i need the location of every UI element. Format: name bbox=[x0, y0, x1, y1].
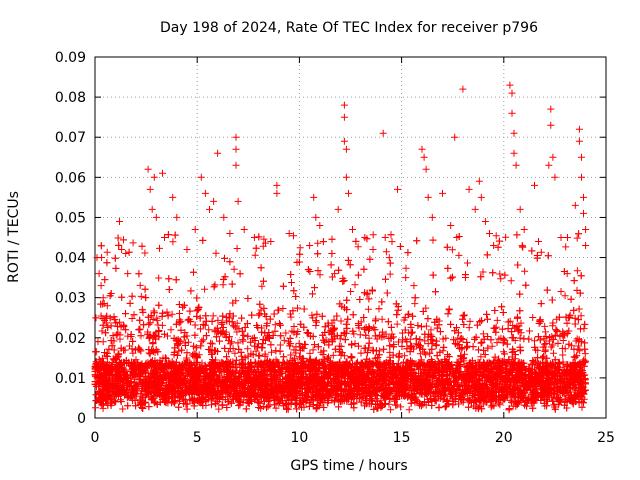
data-point bbox=[215, 405, 223, 413]
data-point bbox=[129, 239, 137, 247]
data-point bbox=[336, 335, 344, 343]
data-point bbox=[559, 337, 567, 344]
data-point bbox=[455, 251, 463, 259]
data-point bbox=[354, 243, 362, 251]
data-point bbox=[347, 288, 355, 295]
data-point bbox=[155, 274, 163, 282]
data-point bbox=[464, 259, 471, 267]
data-point bbox=[258, 282, 266, 290]
data-point bbox=[529, 314, 537, 321]
data-point bbox=[405, 406, 413, 414]
data-point bbox=[386, 270, 394, 278]
data-point bbox=[387, 406, 395, 414]
data-point bbox=[531, 337, 538, 345]
data-point bbox=[479, 330, 487, 338]
data-point bbox=[341, 330, 349, 338]
data-point bbox=[561, 292, 569, 300]
data-point bbox=[230, 265, 238, 273]
data-point bbox=[214, 316, 222, 324]
data-point bbox=[465, 324, 473, 332]
data-point bbox=[411, 300, 419, 308]
data-point bbox=[168, 310, 176, 318]
data-point bbox=[282, 329, 290, 337]
data-point bbox=[201, 285, 209, 293]
data-point bbox=[209, 312, 217, 320]
data-point bbox=[492, 232, 500, 240]
data-point bbox=[517, 319, 525, 327]
data-point bbox=[313, 318, 320, 326]
data-point bbox=[225, 348, 233, 356]
data-point bbox=[156, 244, 163, 252]
data-point bbox=[388, 238, 396, 246]
data-point bbox=[562, 243, 570, 251]
data-point bbox=[309, 346, 317, 354]
data-point bbox=[496, 270, 504, 278]
data-point bbox=[559, 351, 567, 359]
data-point bbox=[233, 319, 241, 327]
data-point bbox=[244, 345, 252, 353]
data-point bbox=[92, 404, 99, 412]
data-point bbox=[280, 336, 288, 344]
data-point bbox=[541, 322, 549, 330]
chart-title: Day 198 of 2024, Rate Of TEC Index for r… bbox=[160, 20, 538, 36]
data-point bbox=[502, 233, 510, 241]
data-point bbox=[439, 347, 447, 355]
data-point bbox=[136, 281, 144, 289]
data-point bbox=[488, 342, 496, 350]
data-point bbox=[308, 311, 316, 319]
axes bbox=[94, 56, 607, 419]
data-point bbox=[364, 305, 372, 313]
data-point bbox=[128, 315, 136, 322]
data-point bbox=[276, 341, 284, 349]
data-point bbox=[290, 232, 297, 240]
data-point bbox=[285, 338, 292, 346]
data-point bbox=[295, 339, 303, 347]
data-point bbox=[541, 328, 549, 336]
data-point bbox=[119, 405, 127, 413]
data-point bbox=[402, 264, 410, 272]
data-point bbox=[507, 277, 515, 285]
plot-frame bbox=[94, 56, 607, 419]
data-point bbox=[576, 347, 584, 355]
data-points bbox=[91, 81, 590, 414]
data-point bbox=[233, 245, 241, 252]
data-point bbox=[573, 267, 581, 275]
data-point bbox=[184, 338, 192, 346]
data-point bbox=[558, 344, 566, 352]
data-point bbox=[260, 235, 268, 243]
data-point bbox=[581, 350, 589, 358]
data-point bbox=[231, 349, 239, 357]
data-point bbox=[479, 268, 487, 276]
data-point bbox=[382, 248, 390, 256]
data-point bbox=[422, 322, 430, 330]
data-point bbox=[493, 339, 501, 347]
data-point bbox=[251, 251, 259, 259]
data-point bbox=[466, 317, 474, 325]
data-point bbox=[409, 328, 416, 336]
data-point bbox=[149, 316, 157, 323]
data-point bbox=[526, 327, 533, 335]
data-point bbox=[141, 249, 149, 257]
data-point bbox=[205, 326, 213, 334]
data-point bbox=[552, 326, 560, 334]
data-point bbox=[279, 305, 287, 312]
data-point bbox=[521, 267, 529, 275]
data-point bbox=[573, 234, 581, 242]
data-point bbox=[256, 352, 264, 359]
data-point bbox=[388, 330, 396, 338]
data-point bbox=[358, 393, 366, 401]
data-point bbox=[287, 313, 295, 321]
data-point bbox=[137, 292, 145, 300]
data-point bbox=[314, 239, 322, 247]
data-point bbox=[167, 326, 175, 334]
data-point bbox=[577, 312, 585, 320]
